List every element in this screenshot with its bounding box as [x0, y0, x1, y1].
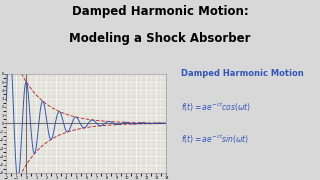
Text: $f(t) = ae^{-ct}sin(\omega t)$: $f(t) = ae^{-ct}sin(\omega t)$: [181, 132, 250, 146]
Text: Damped Harmonic Motion:: Damped Harmonic Motion:: [72, 5, 248, 18]
Text: $f(t) = ae^{-ct}cos(\omega t)$: $f(t) = ae^{-ct}cos(\omega t)$: [181, 100, 252, 114]
Text: Damped Harmonic Motion: Damped Harmonic Motion: [181, 69, 304, 78]
Text: Modeling a Shock Absorber: Modeling a Shock Absorber: [69, 32, 251, 45]
